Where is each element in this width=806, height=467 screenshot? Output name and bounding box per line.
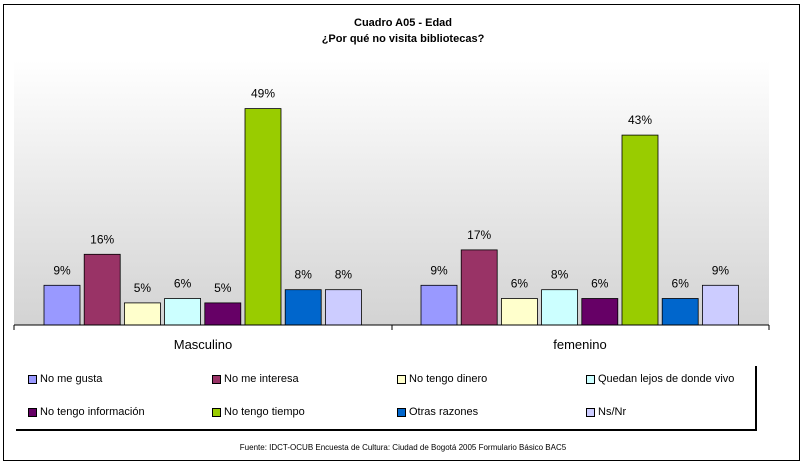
legend-item: Ns/Nr — [586, 406, 626, 418]
bar — [43, 284, 81, 326]
bar — [541, 289, 578, 326]
chart-title: Cuadro A05 - Edad — [354, 17, 452, 29]
data-label: 5% — [214, 281, 232, 295]
legend-item: Otras razones — [397, 406, 478, 418]
bar — [83, 253, 121, 326]
legend-swatch — [586, 407, 595, 417]
legend-label: No tengo información — [40, 406, 145, 418]
chart-subtitle: ¿Por qué no visita bibliotecas? — [321, 33, 485, 45]
legend-swatch — [28, 374, 37, 384]
data-label: 6% — [591, 277, 609, 291]
category-label: Masculino — [174, 337, 233, 352]
legend-swatch — [212, 407, 221, 417]
legend-item: No tengo tiempo — [212, 406, 305, 418]
bar — [702, 284, 739, 326]
data-label: 8% — [551, 268, 569, 282]
bar — [581, 298, 619, 326]
legend-item: No me interesa — [212, 373, 299, 385]
bar — [460, 249, 498, 326]
data-label: 6% — [511, 277, 529, 291]
data-label: 17% — [467, 228, 491, 242]
bar — [500, 298, 538, 326]
legend-swatch — [586, 374, 595, 384]
bar — [420, 284, 458, 326]
legend-item: No tengo dinero — [397, 373, 487, 385]
data-label: 6% — [672, 277, 690, 291]
legend-swatch — [212, 374, 221, 384]
bar — [284, 289, 322, 326]
data-label: 9% — [430, 263, 448, 277]
legend-label: Otras razones — [409, 406, 479, 418]
bar — [124, 302, 161, 326]
legend-label: No tengo dinero — [409, 373, 488, 385]
category-label: femenino — [553, 337, 606, 352]
legend: No me gusta No me interesa No tengo dinero… — [16, 366, 757, 431]
bar — [204, 302, 242, 326]
legend-label: Ns/Nr — [598, 406, 627, 418]
legend-swatch — [397, 374, 406, 384]
bar — [164, 298, 202, 326]
legend-item: Quedan lejos de donde vivo — [586, 373, 734, 385]
data-label: 43% — [628, 113, 652, 127]
bar — [621, 134, 659, 326]
data-label: 8% — [335, 268, 353, 282]
legend-label: No tengo tiempo — [224, 406, 305, 418]
bar — [244, 108, 282, 326]
data-label: 49% — [251, 87, 275, 101]
data-label: 5% — [134, 281, 152, 295]
bar — [324, 289, 362, 326]
legend-label: Quedan lejos de donde vivo — [598, 373, 735, 385]
data-label: 9% — [53, 263, 71, 277]
legend-item: No me gusta — [28, 373, 102, 385]
legend-swatch — [28, 407, 37, 417]
data-label: 9% — [712, 263, 730, 277]
data-label: 6% — [174, 277, 192, 291]
source-note: Fuente: IDCT-OCUB Encuesta de Cultura: C… — [239, 443, 567, 452]
legend-swatch — [397, 407, 406, 417]
legend-label: No me gusta — [40, 373, 103, 385]
legend-item: No tengo información — [28, 406, 145, 418]
data-label: 8% — [295, 268, 313, 282]
legend-label: No me interesa — [224, 373, 299, 385]
bar — [661, 298, 699, 326]
data-label: 16% — [90, 232, 114, 246]
